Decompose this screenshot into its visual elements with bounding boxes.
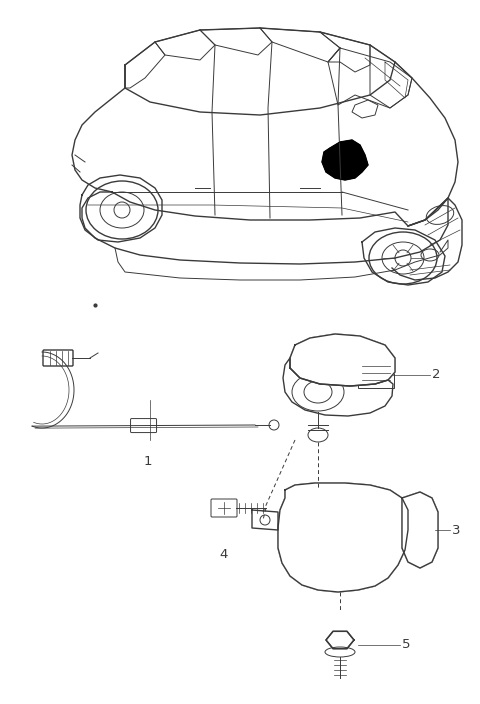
Text: 1: 1 <box>144 455 152 468</box>
Text: 5: 5 <box>402 639 410 651</box>
Bar <box>305 528 375 580</box>
Bar <box>358 360 394 388</box>
Text: 4: 4 <box>220 548 228 561</box>
Polygon shape <box>290 334 395 386</box>
Polygon shape <box>322 140 368 180</box>
Text: 3: 3 <box>452 524 460 536</box>
Polygon shape <box>278 483 408 592</box>
Polygon shape <box>326 631 354 648</box>
Text: 2: 2 <box>432 368 441 382</box>
Polygon shape <box>352 100 378 118</box>
Polygon shape <box>402 492 438 568</box>
